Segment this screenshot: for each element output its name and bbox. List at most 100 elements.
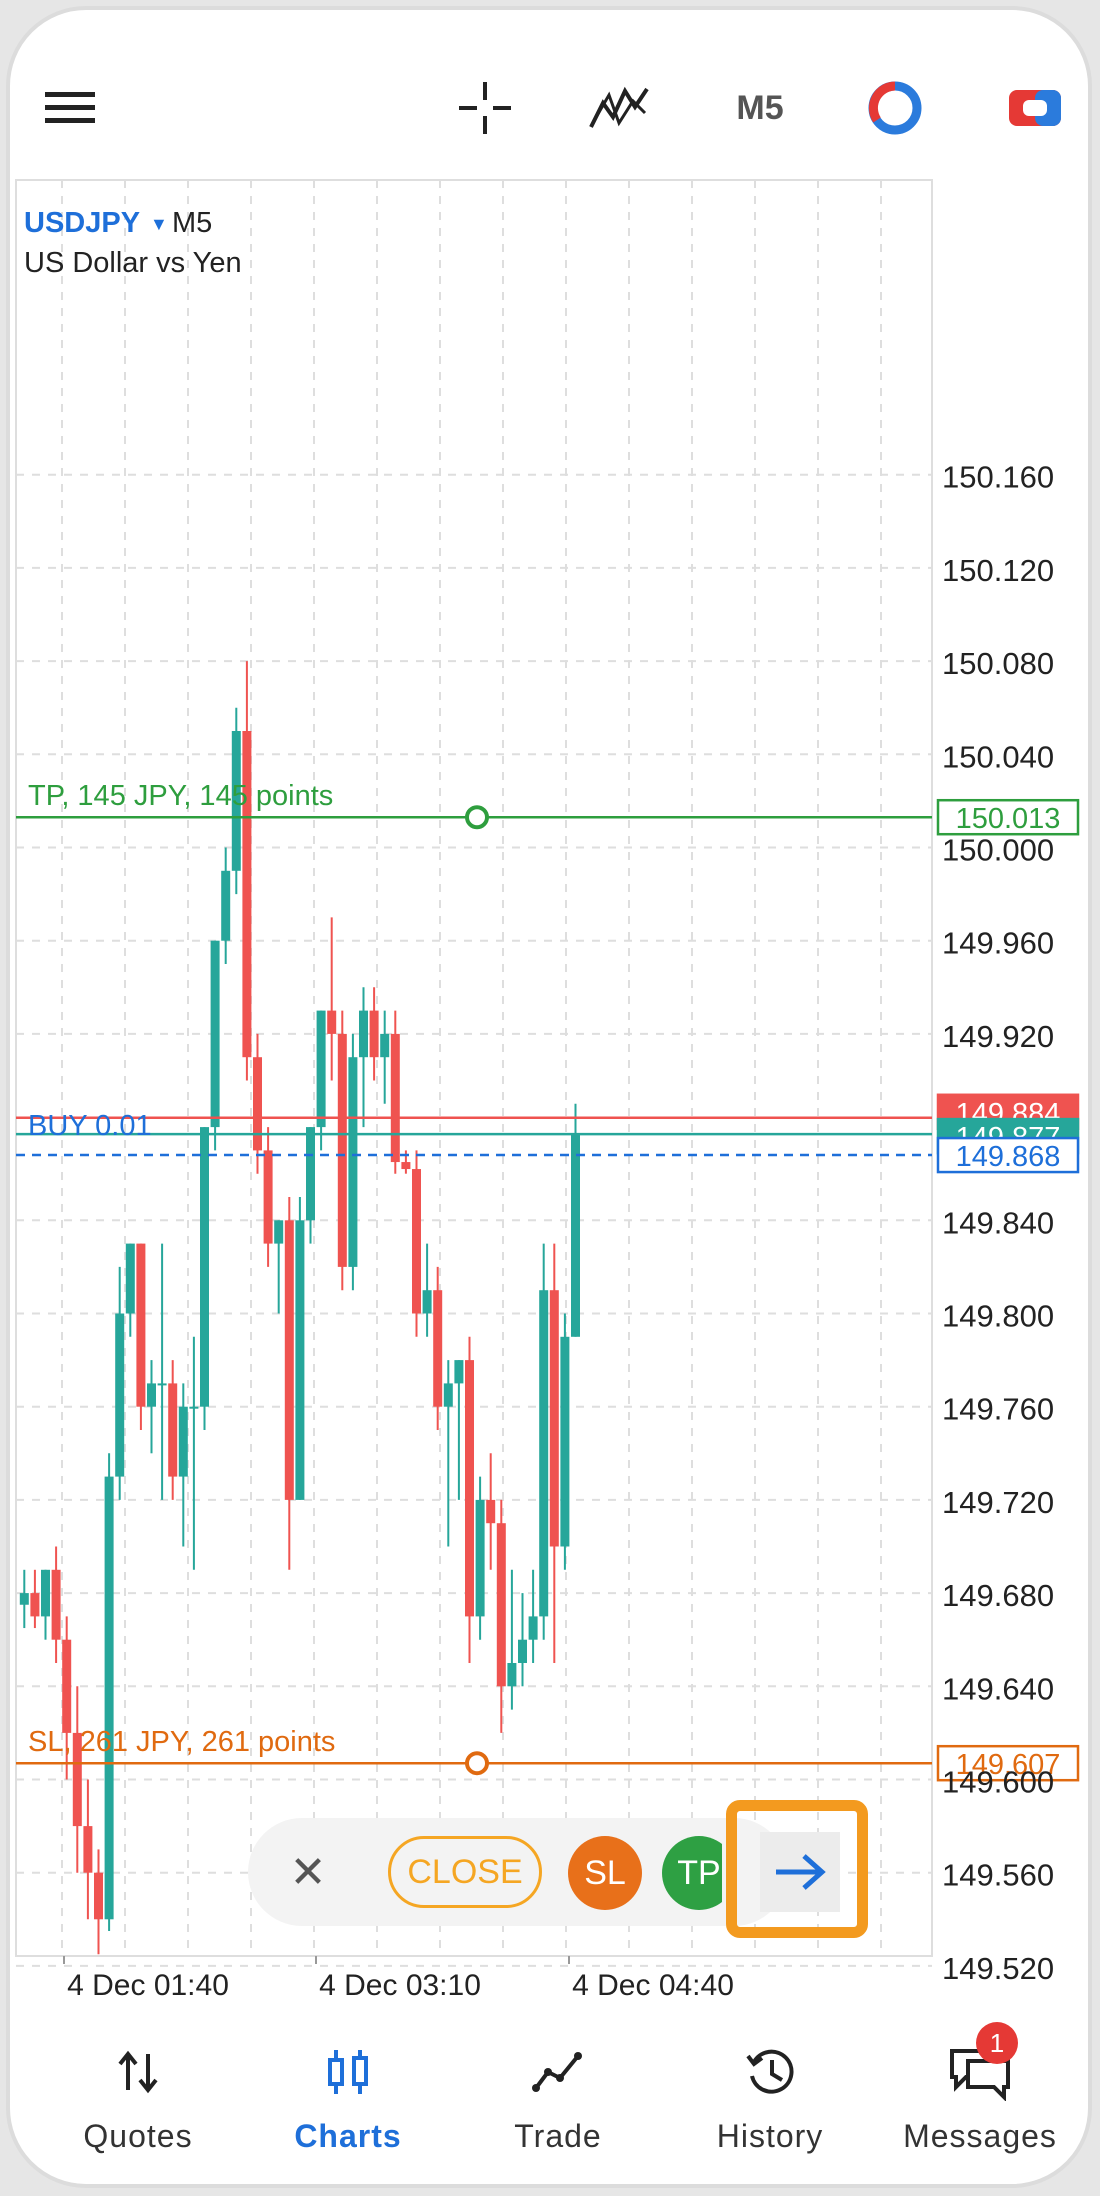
price-scale-label: 149.560 xyxy=(942,1858,1054,1893)
candle-body xyxy=(433,1290,443,1407)
sl-button[interactable]: SL xyxy=(568,1836,642,1910)
tp-drag-handle xyxy=(465,805,489,830)
price-scale-label: 149.720 xyxy=(942,1485,1054,1520)
candle-body xyxy=(178,1406,188,1477)
close-icon[interactable]: ✕ xyxy=(289,1847,327,1897)
candle-body xyxy=(19,1593,29,1605)
candle-body xyxy=(284,1220,294,1500)
candle-body xyxy=(316,1010,326,1128)
candle-body xyxy=(571,1134,580,1337)
bottom-navigation: Quotes Charts Trade History 1 Messag xyxy=(10,2010,1088,2184)
time-scale: 4 Dec 01:40 4 Dec 03:10 4 Dec 04:40 xyxy=(63,1956,734,2002)
candle-body xyxy=(168,1383,178,1477)
candle-body xyxy=(274,1220,284,1244)
sl-price-tag-box xyxy=(936,1744,1080,1782)
price-scale-label: 150.040 xyxy=(942,739,1054,774)
position-price-tag-box xyxy=(936,1136,1080,1174)
candle-body xyxy=(475,1499,485,1617)
price-scale-label: 149.920 xyxy=(942,1019,1054,1054)
nav-history[interactable]: History xyxy=(670,2040,870,2180)
candle-body xyxy=(412,1169,421,1314)
sl-line-label: SL, 261 JPY, 261 points xyxy=(28,1726,335,1758)
close-position-button[interactable]: CLOSE xyxy=(388,1836,542,1908)
indicators-icon[interactable] xyxy=(584,68,654,148)
candle-body xyxy=(231,731,241,871)
menu-icon[interactable] xyxy=(38,68,102,148)
candle-body xyxy=(295,1220,305,1500)
candle-body xyxy=(83,1826,93,1873)
candle-body xyxy=(104,1476,114,1920)
price-scale-label: 150.160 xyxy=(942,460,1054,495)
charts-icon xyxy=(324,2040,372,2104)
candle-body xyxy=(337,1033,347,1267)
price-chart[interactable]: 149.884149.877TP, 145 JPY, 145 points150… xyxy=(10,10,1092,2010)
candle-body xyxy=(348,1057,358,1267)
position-price-tag: 149.868 xyxy=(956,1141,1061,1173)
candle-body xyxy=(147,1383,156,1407)
price-scale-label: 149.600 xyxy=(942,1765,1054,1800)
app-screen: M5 149.884149.877TP, 145 JPY, 145 points… xyxy=(6,6,1092,2188)
symbol-name[interactable]: USDJPY xyxy=(24,207,140,239)
candle-body xyxy=(94,1872,103,1920)
messages-icon: 1 xyxy=(948,2022,1018,2104)
candle-body xyxy=(465,1360,474,1617)
messages-badge: 1 xyxy=(976,2022,1018,2064)
chart-toolbar: M5 xyxy=(10,10,1088,190)
candle-body xyxy=(327,1010,337,1034)
price-scale-label: 149.800 xyxy=(942,1299,1054,1334)
candle-body xyxy=(518,1639,527,1663)
candle-body xyxy=(62,1639,72,1733)
nav-messages[interactable]: 1 Messages xyxy=(880,2022,1080,2180)
plot-border xyxy=(15,179,933,1957)
candle-body xyxy=(41,1569,50,1617)
candle-body xyxy=(136,1243,146,1407)
tp-price-tag: 150.013 xyxy=(956,803,1061,835)
chart-timeframe: M5 xyxy=(172,207,212,239)
candle-body xyxy=(390,1033,400,1163)
candle-body xyxy=(496,1523,506,1687)
time-label: 4 Dec 01:40 xyxy=(67,1969,229,2002)
candle-body xyxy=(560,1336,570,1547)
price-scale-label: 149.960 xyxy=(942,926,1054,961)
quotes-icon xyxy=(116,2040,160,2104)
price-scale-label: 149.520 xyxy=(942,1951,1054,1986)
candle-body xyxy=(189,1406,199,1409)
candle-body xyxy=(486,1499,496,1524)
nav-label: Charts xyxy=(294,2118,402,2154)
candle-body xyxy=(454,1360,464,1384)
candle-body xyxy=(422,1290,432,1314)
arrow-right-icon[interactable] xyxy=(760,1832,840,1912)
price-scale-label: 150.120 xyxy=(942,553,1054,588)
one-click-trading-icon[interactable] xyxy=(860,68,930,148)
tp-button[interactable]: TP xyxy=(662,1836,722,1910)
candle-body xyxy=(51,1569,61,1640)
candle-body xyxy=(443,1383,453,1407)
nav-trade[interactable]: Trade xyxy=(458,2040,658,2180)
crosshair-icon[interactable] xyxy=(450,68,520,148)
price-scale-label: 150.000 xyxy=(942,833,1054,868)
tp-price-tag-box xyxy=(936,798,1080,836)
symbol-dropdown-icon[interactable]: ▼ xyxy=(150,214,168,234)
candle-body xyxy=(380,1033,390,1058)
sl-price-tag: 149.607 xyxy=(956,1749,1061,1781)
nav-label: Quotes xyxy=(83,2118,193,2154)
timeframe-button[interactable]: M5 xyxy=(736,88,784,127)
candle-body xyxy=(369,1010,379,1058)
nav-label: Messages xyxy=(903,2118,1057,2154)
candle-body xyxy=(125,1243,135,1314)
position-line-label: BUY 0.01 xyxy=(28,1110,152,1142)
nav-label: Trade xyxy=(514,2118,602,2154)
position-actions-bar: ✕ CLOSE SL TP xyxy=(248,1818,840,1926)
candle-body xyxy=(306,1127,315,1221)
tp-line-label: TP, 145 JPY, 145 points xyxy=(28,780,333,812)
trade-lines: 149.884149.877TP, 145 JPY, 145 points150… xyxy=(16,780,1080,1782)
candle-body xyxy=(253,1057,262,1151)
nav-charts[interactable]: Charts xyxy=(248,2040,448,2180)
sl-drag-handle xyxy=(465,1751,489,1776)
candle-body xyxy=(210,940,220,1128)
nav-quotes[interactable]: Quotes xyxy=(38,2040,238,2180)
chart-settings-icon[interactable] xyxy=(1000,68,1070,148)
nav-label: History xyxy=(716,2118,824,2154)
trade-icon xyxy=(532,2040,584,2104)
chart-grid xyxy=(15,179,933,1967)
